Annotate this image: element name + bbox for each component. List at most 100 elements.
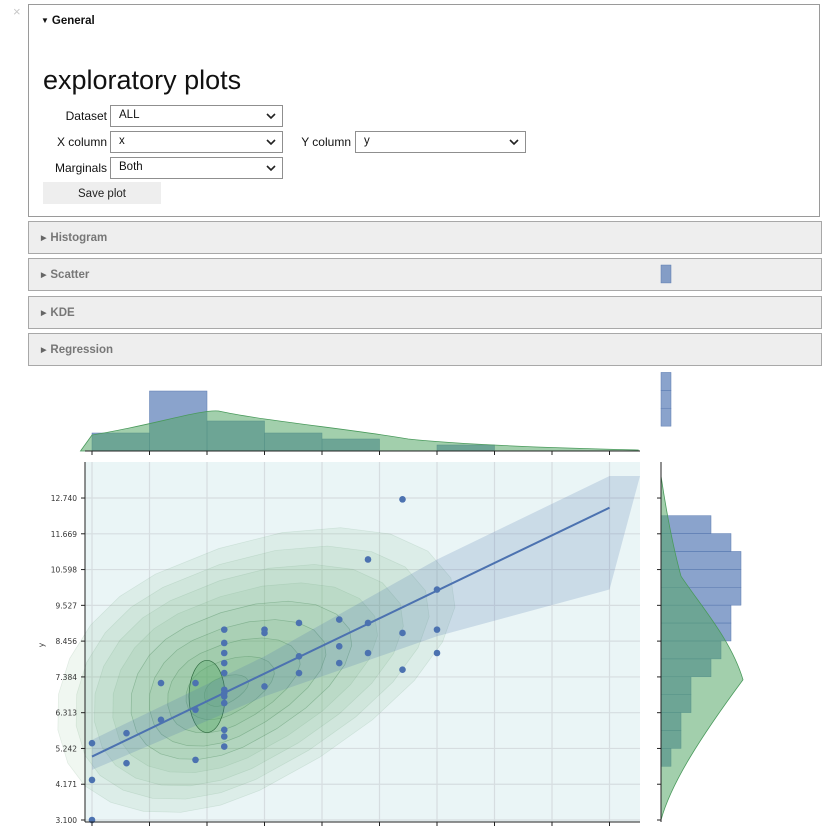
x-column-label: X column	[56, 135, 107, 149]
scatter-point	[335, 659, 343, 667]
section-kde-label: KDE	[50, 307, 75, 319]
plot-background	[85, 462, 640, 822]
chevron-down-icon	[266, 165, 276, 172]
dataset-label: Dataset	[65, 109, 107, 123]
kde-contour-level	[112, 582, 378, 773]
y-column-select[interactable]: y	[355, 131, 526, 153]
chevron-down-icon	[509, 139, 519, 146]
scatter-point	[157, 679, 165, 687]
scatter-point	[295, 669, 303, 677]
scatter-point	[364, 619, 372, 627]
scatter-point	[192, 679, 199, 687]
scatter-point	[157, 716, 165, 724]
x-column-value: x	[119, 135, 125, 147]
page-title: exploratory plots	[43, 65, 242, 95]
marginals-label: Marginals	[54, 161, 107, 175]
kde-contour-level	[185, 655, 275, 720]
section-kde[interactable]: ▶ KDE	[28, 296, 822, 329]
general-header[interactable]: ▼ General	[41, 15, 95, 27]
y-tick-label: 11.669	[51, 530, 77, 539]
scatter-point	[433, 626, 441, 633]
section-regression-label: Regression	[50, 344, 114, 356]
scatter-point	[399, 629, 406, 637]
y-tick-label: 4.171	[56, 780, 78, 789]
kde-contour-level	[94, 564, 404, 787]
scatter-point	[295, 653, 303, 660]
y-tick-label: 10.598	[51, 566, 77, 575]
scatter-point	[220, 659, 228, 667]
caret-right-icon: ▶	[41, 235, 47, 242]
y-column-label: Y column	[301, 135, 351, 149]
y-tick-label: 9.527	[56, 601, 78, 610]
x-kde-curve	[79, 410, 639, 452]
y-hist-bar	[660, 264, 672, 284]
regression-line	[91, 506, 610, 758]
scatter-point	[364, 556, 372, 563]
save-plot-button[interactable]: Save plot	[43, 182, 161, 204]
y-hist-bar	[660, 390, 672, 409]
kde-contour-level	[149, 619, 327, 747]
caret-down-icon: ▼	[41, 16, 49, 25]
scatter-point	[261, 629, 268, 637]
y-hist-bar	[660, 407, 672, 427]
scatter-point	[88, 739, 96, 747]
scatter-point	[335, 616, 343, 623]
scatter-point	[192, 706, 199, 714]
chevron-down-icon	[266, 113, 276, 120]
y-tick-label: 6.313	[56, 709, 78, 718]
scatter-point	[220, 693, 228, 700]
kde-contour-level	[130, 600, 353, 760]
scatter-point	[192, 756, 199, 764]
general-header-label: General	[51, 15, 95, 27]
general-panel: ▼ General exploratory plots Dataset ALL X…	[28, 4, 820, 217]
y-column-value: y	[364, 135, 370, 147]
scatter-point	[123, 729, 130, 737]
scatter-point	[220, 626, 228, 633]
y-tick-label: 3.100	[56, 816, 78, 825]
scatter-point	[220, 699, 228, 707]
scatter-point	[220, 726, 228, 734]
y-hist-bar	[660, 372, 672, 391]
chevron-down-icon	[266, 139, 276, 146]
scatter-point	[261, 683, 268, 690]
scatter-point	[295, 619, 303, 627]
caret-right-icon: ▶	[41, 310, 47, 317]
section-regression[interactable]: ▶ Regression	[28, 333, 822, 366]
kde-contour-level	[57, 527, 456, 813]
y-tick-label: 12.740	[51, 494, 77, 503]
section-scatter[interactable]: ▶ Scatter	[28, 258, 822, 291]
scatter-point	[220, 649, 228, 657]
dataset-value: ALL	[119, 109, 140, 121]
marginals-select[interactable]: Both	[110, 157, 283, 179]
scatter-point	[364, 649, 372, 657]
caret-right-icon: ▶	[41, 347, 47, 354]
y-kde-curve	[660, 475, 744, 821]
scatter-point	[399, 496, 406, 503]
section-histogram[interactable]: ▶ Histogram	[28, 221, 822, 254]
y-axis-label: y	[37, 642, 46, 647]
scatter-points	[88, 496, 441, 824]
caret-right-icon: ▶	[41, 272, 47, 279]
scatter-point	[335, 643, 343, 650]
y-tick-label: 8.456	[56, 637, 78, 646]
kde-contour-level	[167, 637, 301, 734]
scatter-point	[433, 649, 441, 657]
scatter-point	[123, 759, 130, 767]
close-icon[interactable]: ×	[13, 4, 21, 19]
section-histogram-label: Histogram	[50, 232, 108, 244]
scatter-point	[220, 669, 228, 677]
dataset-select[interactable]: ALL	[110, 105, 283, 127]
kde-contours	[57, 527, 456, 813]
scatter-point	[220, 733, 228, 740]
y-tick-label: 5.242	[56, 744, 78, 753]
scatter-point	[220, 743, 228, 750]
section-scatter-label: Scatter	[50, 269, 90, 281]
x-column-select[interactable]: x	[110, 131, 283, 153]
y-tick-label: 7.384	[56, 673, 78, 682]
marginals-value: Both	[119, 161, 143, 173]
scatter-point	[88, 776, 96, 784]
scatter-point	[433, 586, 441, 593]
scatter-point	[399, 666, 406, 673]
scatter-point	[220, 639, 228, 647]
